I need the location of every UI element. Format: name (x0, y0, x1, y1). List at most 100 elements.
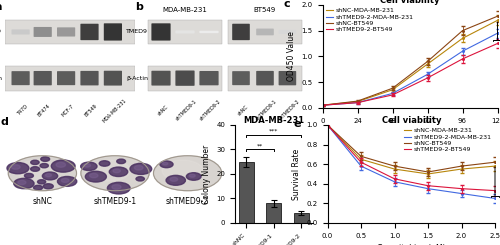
Circle shape (30, 167, 40, 171)
Circle shape (90, 160, 130, 181)
Title: Cell viability: Cell viability (382, 116, 441, 125)
FancyBboxPatch shape (152, 23, 171, 41)
Text: MDA-MB-231: MDA-MB-231 (162, 7, 208, 13)
FancyBboxPatch shape (57, 27, 75, 37)
FancyBboxPatch shape (176, 71, 195, 86)
FancyBboxPatch shape (256, 29, 274, 35)
Circle shape (86, 171, 106, 182)
Text: T47D: T47D (16, 104, 28, 117)
FancyBboxPatch shape (152, 71, 171, 86)
Circle shape (170, 177, 177, 181)
Text: c: c (284, 0, 290, 9)
Circle shape (40, 163, 48, 168)
Circle shape (130, 163, 152, 174)
Text: a: a (0, 1, 2, 12)
Circle shape (186, 173, 201, 180)
Circle shape (99, 161, 110, 166)
Text: **: ** (257, 144, 263, 149)
Circle shape (8, 156, 76, 191)
Text: shTMED9-1: shTMED9-1 (94, 197, 136, 207)
FancyBboxPatch shape (5, 20, 135, 44)
Circle shape (30, 160, 39, 165)
Text: BT549: BT549 (254, 7, 276, 13)
Text: ***: *** (269, 129, 278, 134)
FancyBboxPatch shape (104, 23, 122, 41)
Circle shape (134, 166, 143, 170)
Text: TMED9: TMED9 (0, 29, 2, 35)
Circle shape (154, 156, 222, 191)
Text: shNC: shNC (32, 197, 52, 207)
Text: β-Actin: β-Actin (126, 76, 148, 81)
FancyBboxPatch shape (80, 71, 98, 86)
FancyBboxPatch shape (12, 71, 30, 85)
FancyBboxPatch shape (12, 29, 30, 35)
Legend: shNC-MDA-MB-231, shTMED9-2-MDA-MB-231, shNC-BT549, shTMED9-2-BT549: shNC-MDA-MB-231, shTMED9-2-MDA-MB-231, s… (404, 128, 492, 152)
FancyBboxPatch shape (80, 24, 98, 40)
Circle shape (110, 167, 128, 176)
Circle shape (52, 160, 75, 172)
Title: MDA-MB-231: MDA-MB-231 (243, 116, 304, 125)
FancyBboxPatch shape (104, 71, 122, 86)
Circle shape (160, 161, 173, 168)
Circle shape (112, 185, 121, 189)
FancyBboxPatch shape (176, 30, 195, 34)
Text: shTMED9-1: shTMED9-1 (255, 99, 278, 122)
Y-axis label: Colony Number: Colony Number (202, 144, 210, 204)
Text: MDA-MB-231: MDA-MB-231 (102, 98, 128, 123)
Text: b: b (136, 1, 143, 12)
Circle shape (62, 178, 69, 182)
FancyBboxPatch shape (34, 27, 52, 37)
Text: shTMED9-2: shTMED9-2 (278, 99, 300, 122)
FancyBboxPatch shape (232, 24, 250, 40)
Circle shape (90, 173, 98, 178)
Bar (238, 162, 254, 223)
Text: BT474: BT474 (37, 103, 52, 118)
Text: e: e (294, 119, 302, 129)
Text: d: d (0, 117, 8, 127)
Circle shape (18, 180, 26, 184)
Circle shape (58, 176, 77, 186)
Text: shTMED9-1: shTMED9-1 (175, 99, 199, 122)
Text: MCF-7: MCF-7 (60, 103, 75, 118)
Title: Cell viability: Cell viability (380, 0, 440, 5)
Text: shNC: shNC (236, 104, 249, 117)
Circle shape (136, 177, 144, 181)
Legend: shNC-MDA-MB-231, shTMED9-2-MDA-MB-231, shNC-BT549, shTMED9-2-BT549: shNC-MDA-MB-231, shTMED9-2-MDA-MB-231, s… (326, 8, 414, 32)
Circle shape (113, 169, 120, 173)
FancyBboxPatch shape (278, 71, 296, 85)
Circle shape (34, 185, 42, 190)
FancyBboxPatch shape (57, 71, 75, 85)
FancyBboxPatch shape (148, 20, 222, 44)
FancyBboxPatch shape (232, 71, 250, 85)
Circle shape (80, 162, 97, 171)
X-axis label: Hours: Hours (399, 129, 421, 138)
Text: shTMED9-2: shTMED9-2 (199, 99, 222, 122)
Circle shape (38, 180, 46, 184)
Circle shape (162, 162, 168, 165)
Circle shape (44, 184, 54, 189)
Y-axis label: OD450 Value: OD450 Value (287, 31, 296, 81)
Bar (266, 203, 281, 223)
Text: BT549: BT549 (84, 103, 98, 118)
Circle shape (84, 164, 90, 167)
FancyBboxPatch shape (228, 66, 302, 91)
FancyBboxPatch shape (200, 71, 218, 85)
Circle shape (116, 159, 126, 164)
Circle shape (24, 173, 34, 178)
Text: β-Actin: β-Actin (0, 76, 2, 81)
Circle shape (56, 162, 66, 167)
Bar (294, 213, 309, 223)
Circle shape (12, 165, 20, 169)
Circle shape (81, 156, 149, 191)
FancyBboxPatch shape (278, 30, 296, 34)
FancyBboxPatch shape (200, 31, 218, 33)
Circle shape (17, 160, 58, 181)
FancyBboxPatch shape (5, 66, 135, 91)
Circle shape (190, 174, 195, 177)
X-axis label: Gemcitabine (μM): Gemcitabine (μM) (377, 244, 446, 245)
Circle shape (7, 162, 29, 174)
Y-axis label: Survival Rate: Survival Rate (292, 148, 301, 200)
Text: shNC: shNC (156, 104, 169, 117)
Circle shape (162, 160, 203, 181)
FancyBboxPatch shape (256, 71, 274, 86)
